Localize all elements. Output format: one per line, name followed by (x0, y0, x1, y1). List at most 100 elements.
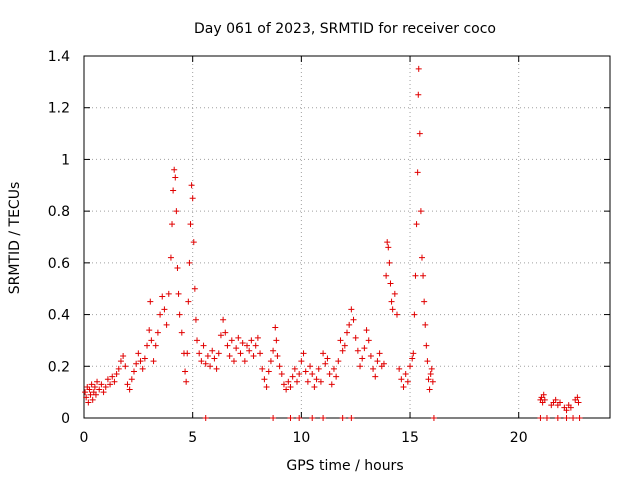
data-point (144, 342, 151, 349)
data-point (146, 327, 153, 334)
data-point (307, 363, 314, 370)
data-point (107, 381, 114, 388)
data-point (278, 371, 285, 378)
y-axis: 0 0.2 0.4 0.6 0.8 1 1.2 1.4 (48, 49, 610, 427)
data-point (417, 208, 424, 215)
data-point (141, 355, 148, 362)
data-point (94, 378, 101, 385)
data-point (274, 352, 281, 359)
data-point (220, 316, 227, 323)
data-point (359, 355, 366, 362)
data-point (354, 347, 361, 354)
data-point (161, 306, 168, 313)
data-point (386, 259, 393, 266)
data-point (346, 321, 353, 328)
data-point (563, 415, 570, 421)
data-point (113, 371, 120, 378)
data-point (173, 208, 180, 215)
data-point (410, 350, 417, 357)
data-point (133, 360, 140, 367)
data-point (389, 306, 396, 313)
data-point (91, 383, 98, 390)
data-point (261, 376, 268, 383)
data-point (429, 378, 436, 385)
data-point (87, 391, 94, 398)
y-tick-label: 1 (61, 152, 70, 168)
data-point (285, 378, 292, 385)
data-point (543, 415, 550, 421)
data-point (224, 342, 231, 349)
data-point (537, 415, 544, 421)
data-point (98, 381, 105, 388)
data-point (237, 350, 244, 357)
data-point (117, 358, 124, 365)
data-point (426, 386, 433, 393)
data-point (167, 254, 174, 261)
data-point (283, 386, 290, 393)
y-tick-label: 0.4 (48, 308, 70, 324)
y-axis-label: SRMTID / TECUs (7, 182, 23, 295)
data-point (296, 415, 303, 421)
data-point (207, 363, 214, 370)
data-point (361, 345, 368, 352)
data-point (298, 358, 305, 365)
data-point (370, 365, 377, 372)
data-point (337, 337, 344, 344)
data-point (309, 415, 316, 421)
data-point (415, 91, 422, 98)
data-point (235, 334, 242, 341)
data-point (209, 347, 216, 354)
data-point (422, 321, 429, 328)
data-point (128, 376, 135, 383)
y-tick-label: 0.2 (48, 359, 70, 375)
data-point (574, 394, 581, 401)
data-point (213, 365, 220, 372)
data-point (191, 285, 198, 292)
data-point (175, 290, 182, 297)
data-point (393, 311, 400, 318)
data-point (233, 345, 240, 352)
data-point (190, 239, 197, 246)
data-point (383, 272, 390, 279)
data-point (122, 363, 129, 370)
data-point (171, 166, 178, 173)
data-point (276, 363, 283, 370)
data-point (326, 371, 333, 378)
data-point (185, 298, 192, 305)
grid (84, 56, 610, 418)
data-point (385, 244, 392, 251)
data-point (92, 391, 99, 398)
data-point (427, 371, 434, 378)
y-tick-label: 0 (61, 411, 70, 427)
data-point (320, 350, 327, 357)
data-series (82, 65, 583, 421)
data-point (563, 407, 570, 414)
data-point (409, 355, 416, 362)
data-point (187, 221, 194, 228)
data-point (424, 358, 431, 365)
data-point (421, 298, 428, 305)
data-point (391, 290, 398, 297)
data-point (294, 378, 301, 385)
data-point (420, 272, 427, 279)
data-point (215, 350, 222, 357)
data-point (200, 342, 207, 349)
data-point (182, 368, 189, 375)
data-point (130, 368, 137, 375)
data-point (254, 334, 261, 341)
data-point (384, 239, 391, 246)
data-point (104, 376, 111, 383)
data-point (416, 130, 423, 137)
data-point (376, 350, 383, 357)
data-point (100, 389, 107, 396)
data-point (109, 373, 116, 380)
data-point (172, 174, 179, 181)
data-point (102, 383, 109, 390)
chart-title: Day 061 of 2023, SRMTID for receiver coc… (194, 21, 496, 37)
data-point (202, 415, 209, 421)
data-point (270, 347, 277, 354)
data-point (317, 378, 324, 385)
data-point (287, 383, 294, 390)
data-point (296, 371, 303, 378)
